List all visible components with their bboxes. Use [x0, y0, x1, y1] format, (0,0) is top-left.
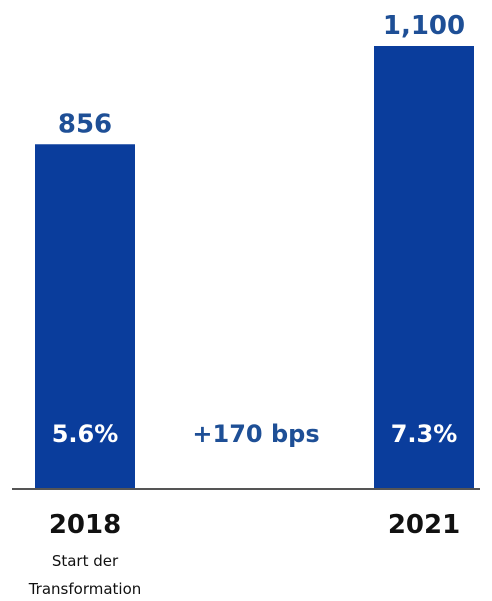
- category-label-2018: 2018: [49, 510, 121, 540]
- margin-label-2018: 5.6%: [52, 420, 119, 448]
- category-label-2021: 2021: [388, 510, 460, 540]
- margin-label-2021: 7.3%: [391, 420, 458, 448]
- category-note-line-1: Start der: [52, 552, 119, 570]
- labels-layer: 856 1,100 5.6% 7.3% +170 bps 2018 2021 S…: [28, 11, 465, 598]
- bar-2018: [35, 144, 135, 490]
- margin-change-label: +170 bps: [192, 420, 319, 448]
- value-label-2018: 856: [58, 109, 112, 139]
- value-label-2021: 1,100: [383, 11, 465, 41]
- bars-layer: [35, 46, 474, 490]
- bar-2021: [374, 46, 474, 489]
- category-note-line-2: Transformation: [28, 580, 142, 598]
